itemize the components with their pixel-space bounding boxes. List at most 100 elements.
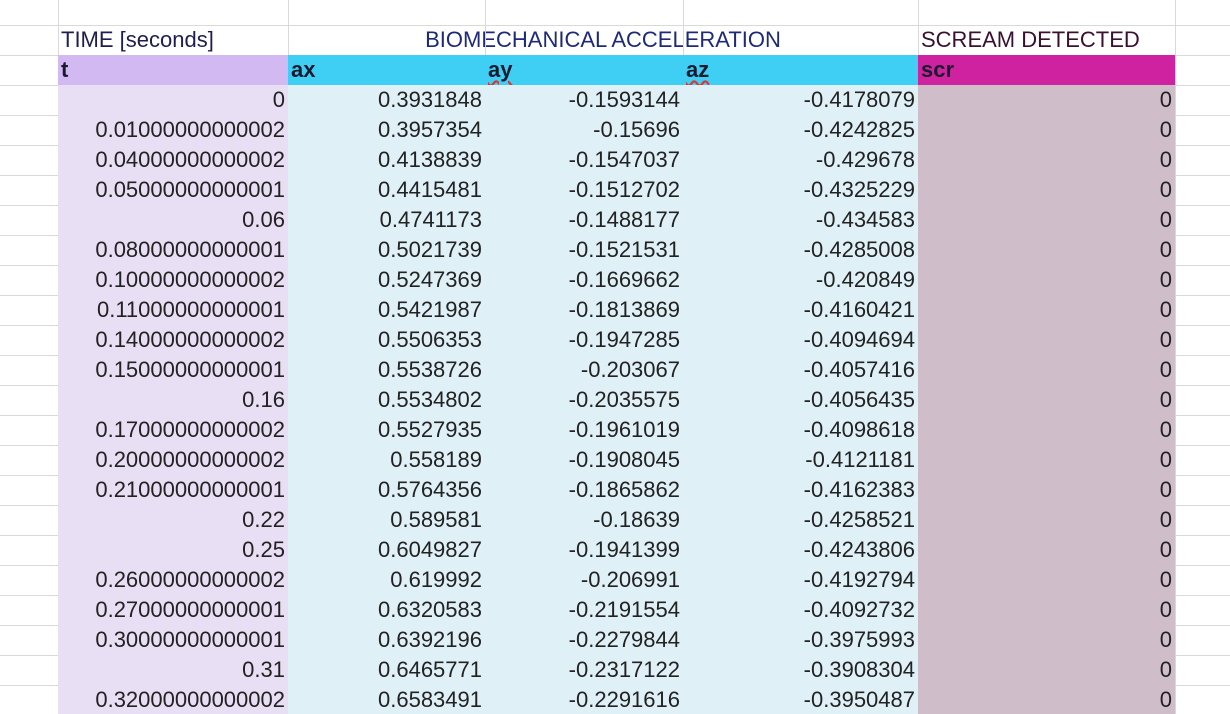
cell: -0.2279844 — [485, 625, 683, 655]
cell: 0.619992 — [288, 565, 485, 595]
cell: 0.22 — [58, 505, 288, 535]
cell: -0.4285008 — [683, 235, 918, 265]
cell: 0.16 — [58, 385, 288, 415]
cell: 0 — [918, 655, 1175, 685]
cell: 0 — [918, 145, 1175, 175]
cell: -0.1813869 — [485, 295, 683, 325]
cell: 0.6392196 — [288, 625, 485, 655]
column-header: ax — [288, 55, 485, 85]
cell: -0.420849 — [683, 265, 918, 295]
cell: -0.4325229 — [683, 175, 918, 205]
cell: 0.5021739 — [288, 235, 485, 265]
cell: -0.4192794 — [683, 565, 918, 595]
cell: -0.2191554 — [485, 595, 683, 625]
cell: -0.1941399 — [485, 535, 683, 565]
cell: -0.434583 — [683, 205, 918, 235]
cell: -0.4056435 — [683, 385, 918, 415]
cell: 0.558189 — [288, 445, 485, 475]
cell: -0.4098618 — [683, 415, 918, 445]
cell: -0.4178079 — [683, 85, 918, 115]
cell: 0.25 — [58, 535, 288, 565]
group-header: BIOMECHANICAL ACCELERATION — [425, 27, 781, 52]
cell: 0.14000000000002 — [58, 325, 288, 355]
cell: 0 — [918, 115, 1175, 145]
cell: 0.6583491 — [288, 685, 485, 714]
column-header: ay — [485, 55, 683, 85]
cell: 0.01000000000002 — [58, 115, 288, 145]
cell: -0.206991 — [485, 565, 683, 595]
cell: -0.203067 — [485, 355, 683, 385]
cell: 0.4741173 — [288, 205, 485, 235]
cell: -0.3975993 — [683, 625, 918, 655]
cell: 0.5506353 — [288, 325, 485, 355]
cell: 0 — [918, 505, 1175, 535]
column-header: az — [683, 55, 918, 85]
cell: 0.15000000000001 — [58, 355, 288, 385]
cell: -0.1865862 — [485, 475, 683, 505]
cell: 0 — [918, 295, 1175, 325]
cell: 0 — [918, 565, 1175, 595]
cell: 0.08000000000001 — [58, 235, 288, 265]
cell: 0 — [58, 85, 288, 115]
cell: 0.31 — [58, 655, 288, 685]
cell: -0.429678 — [683, 145, 918, 175]
cell: 0.5527935 — [288, 415, 485, 445]
cell: 0 — [918, 445, 1175, 475]
cell: 0 — [918, 85, 1175, 115]
cell: 0.3957354 — [288, 115, 485, 145]
cell: 0.5538726 — [288, 355, 485, 385]
column-header: t — [58, 55, 288, 85]
cell: 0.3931848 — [288, 85, 485, 115]
cell: -0.4162383 — [683, 475, 918, 505]
cell: 0 — [918, 385, 1175, 415]
cell: -0.4094694 — [683, 325, 918, 355]
cell: -0.2291616 — [485, 685, 683, 714]
cell: 0 — [918, 325, 1175, 355]
cell: -0.1961019 — [485, 415, 683, 445]
cell: 0.5421987 — [288, 295, 485, 325]
cell: -0.3908304 — [683, 655, 918, 685]
cell: -0.1947285 — [485, 325, 683, 355]
cell: -0.18639 — [485, 505, 683, 535]
cell: 0.4415481 — [288, 175, 485, 205]
cell: 0.6465771 — [288, 655, 485, 685]
cell: -0.4057416 — [683, 355, 918, 385]
cell: -0.4160421 — [683, 295, 918, 325]
cell: 0.04000000000002 — [58, 145, 288, 175]
cell: 0.05000000000001 — [58, 175, 288, 205]
cell: 0.17000000000002 — [58, 415, 288, 445]
cell: 0.5247369 — [288, 265, 485, 295]
cell: 0 — [918, 595, 1175, 625]
cell: 0.32000000000002 — [58, 685, 288, 714]
cell: -0.1512702 — [485, 175, 683, 205]
cell: 0.6320583 — [288, 595, 485, 625]
cell: 0.27000000000001 — [58, 595, 288, 625]
cell: 0.10000000000002 — [58, 265, 288, 295]
cell: 0.5764356 — [288, 475, 485, 505]
cell: -0.4243806 — [683, 535, 918, 565]
cell: 0 — [918, 475, 1175, 505]
cell: 0 — [918, 265, 1175, 295]
cell: 0.4138839 — [288, 145, 485, 175]
cell: 0 — [918, 535, 1175, 565]
time-header: TIME [seconds] — [61, 27, 214, 52]
scream-header: SCREAM DETECTED — [921, 27, 1140, 52]
cell: -0.2035575 — [485, 385, 683, 415]
grid-line — [1175, 0, 1176, 714]
cell: 0 — [918, 625, 1175, 655]
cell: -0.4242825 — [683, 115, 918, 145]
cell: 0 — [918, 685, 1175, 714]
cell: -0.4258521 — [683, 505, 918, 535]
cell: 0 — [918, 175, 1175, 205]
cell: 0 — [918, 205, 1175, 235]
cell: -0.15696 — [485, 115, 683, 145]
cell: -0.1593144 — [485, 85, 683, 115]
cell: -0.3950487 — [683, 685, 918, 714]
cell: -0.1521531 — [485, 235, 683, 265]
cell: -0.1547037 — [485, 145, 683, 175]
cell: 0.30000000000001 — [58, 625, 288, 655]
cell: 0.6049827 — [288, 535, 485, 565]
cell: -0.1488177 — [485, 205, 683, 235]
cell: 0.5534802 — [288, 385, 485, 415]
